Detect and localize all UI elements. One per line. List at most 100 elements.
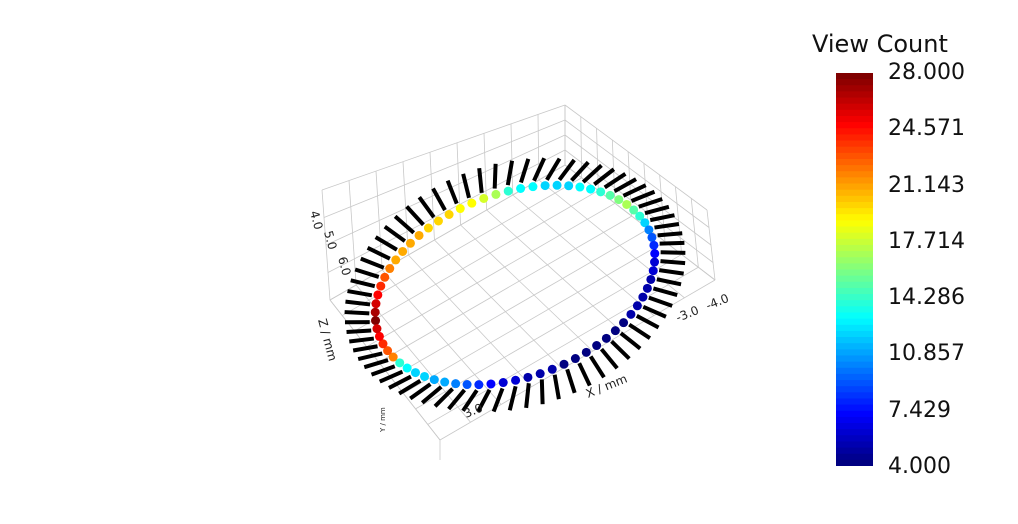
colorbar-band: [836, 416, 873, 424]
colorbar-band: [836, 171, 873, 178]
camera-glyph: [519, 158, 531, 184]
camera-point: [635, 211, 645, 221]
grid-line: [354, 190, 599, 332]
colorbar-band: [836, 238, 873, 246]
colorbar-band: [836, 441, 873, 449]
camera-glyph: [350, 278, 376, 289]
colorbar-band: [836, 257, 873, 264]
colorbar-tick-label: 4.000: [888, 454, 951, 479]
camera-point: [385, 264, 395, 274]
y-axis-label: Y / mm: [379, 407, 387, 433]
grid-line: [366, 202, 616, 348]
camera-point: [467, 198, 477, 208]
camera-glyph: [610, 339, 631, 361]
camera-glyph: [557, 158, 576, 181]
colorbar-tick-label: 21.143: [888, 172, 965, 198]
grid-line: [378, 215, 632, 363]
colorbar-band: [836, 318, 873, 326]
camera-point: [649, 240, 659, 250]
grid-line: [342, 177, 582, 316]
grid-line: [323, 119, 566, 218]
camera-glyph: [659, 240, 685, 246]
camera-glyph: [360, 256, 385, 270]
camera-glyph: [477, 168, 484, 194]
colorbar-band: [836, 201, 873, 209]
colorbar-band: [836, 189, 873, 197]
x-axis-label: X / mm: [584, 372, 629, 401]
camera-glyph: [409, 382, 432, 401]
camera-point: [640, 218, 650, 228]
colorbar-band: [836, 214, 873, 221]
colorbar-band: [836, 306, 873, 314]
camera-glyph: [431, 187, 447, 212]
camera-point: [378, 339, 388, 349]
camera-glyph: [447, 388, 467, 411]
camera-glyph: [420, 385, 443, 405]
camera-glyph: [613, 177, 638, 194]
colorbar-band: [836, 140, 873, 148]
camera-point: [523, 372, 533, 382]
colorbar-tick-label: 17.714: [888, 228, 965, 254]
colorbar-band: [836, 453, 873, 461]
camera-glyph: [491, 387, 505, 413]
camera-point: [383, 346, 393, 356]
camera-point: [373, 290, 383, 300]
colorbar-band: [836, 330, 873, 338]
grid-line: [434, 239, 563, 370]
camera-point: [540, 181, 550, 191]
grid-line: [329, 164, 566, 301]
colorbar-band: [836, 300, 873, 307]
camera-glyph: [638, 197, 663, 209]
camera-glyph: [588, 355, 606, 379]
camera-glyph: [552, 374, 561, 400]
camera-point: [491, 189, 501, 199]
camera-point: [440, 377, 450, 387]
camera-glyph: [658, 268, 684, 276]
colorbar-band: [836, 128, 873, 136]
camera-point: [622, 199, 632, 209]
camera-point: [552, 180, 562, 190]
camera-glyph: [539, 379, 545, 405]
colorbar-band: [836, 208, 873, 215]
camera-point: [570, 354, 580, 364]
grid-line: [325, 134, 566, 246]
camera-point: [646, 274, 656, 284]
camera-point: [410, 368, 420, 378]
camera-point: [629, 205, 639, 215]
camera-glyph: [347, 289, 373, 298]
camera-points: [344, 157, 686, 413]
colorbar-band: [836, 109, 873, 117]
camera-glyph: [352, 344, 378, 353]
camera-point: [516, 184, 526, 194]
colorbar-tick-label: 28.000: [888, 60, 965, 85]
camera-point: [395, 358, 405, 368]
camera-point: [619, 318, 629, 328]
camera-glyph: [349, 336, 375, 344]
camera-point: [371, 299, 381, 309]
camera-glyph: [628, 322, 652, 340]
camera-point: [423, 223, 433, 233]
camera-glyph: [660, 259, 686, 266]
colorbar-tick-label: 10.857: [888, 341, 965, 367]
colorbar-band: [836, 398, 873, 406]
camera-point: [632, 301, 642, 311]
colorbar-band: [836, 251, 873, 258]
camera-glyph: [619, 331, 642, 351]
colorbar-band: [836, 232, 873, 240]
colorbar-band: [836, 263, 873, 271]
colorbar-band: [836, 152, 873, 160]
camera-glyph: [577, 362, 592, 387]
camera-glyph: [635, 314, 660, 330]
colorbar-band: [836, 79, 873, 86]
camera-glyph: [417, 195, 436, 219]
grid-line: [460, 224, 594, 352]
grid-line: [321, 104, 566, 191]
colorbar-band: [836, 355, 873, 363]
colorbar-band: [836, 386, 873, 393]
camera-glyph: [642, 304, 667, 319]
grid-line: [486, 209, 624, 334]
camera-point: [528, 182, 538, 192]
colorbar-band: [836, 294, 873, 301]
colorbar-band: [836, 459, 873, 466]
colorbar-band: [836, 423, 873, 430]
